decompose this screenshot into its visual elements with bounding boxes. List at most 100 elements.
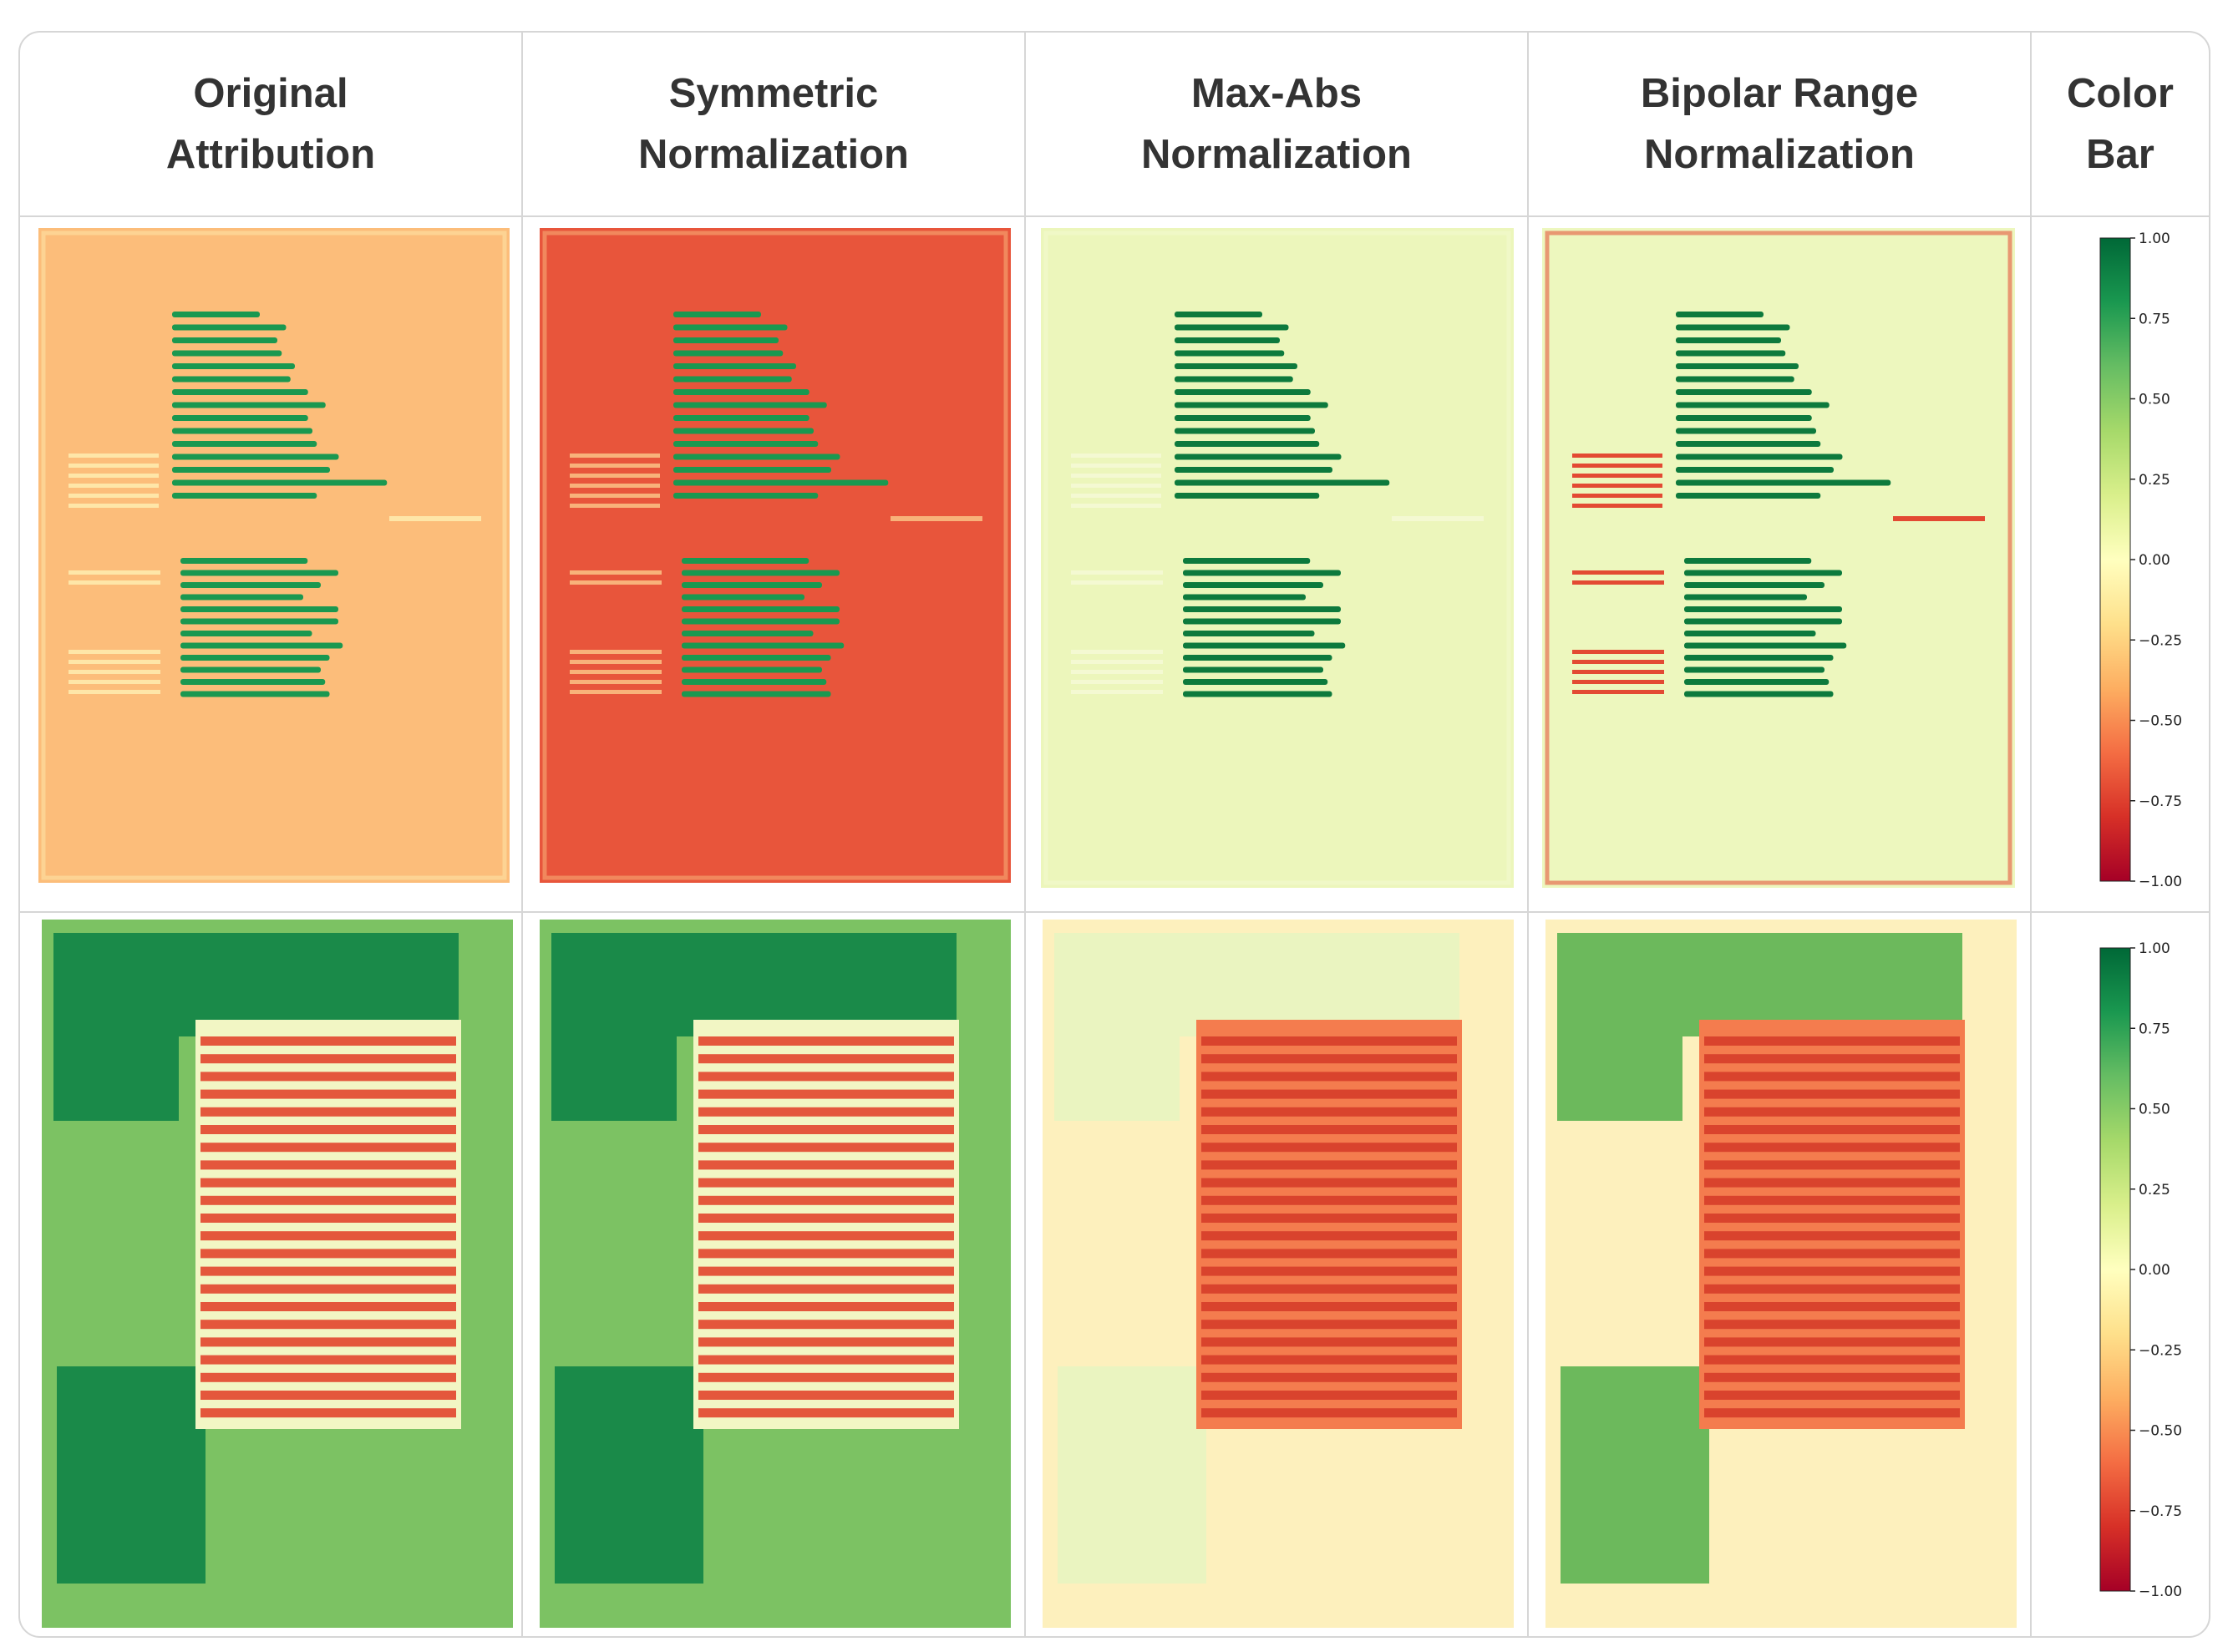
stripe: [200, 1125, 456, 1134]
stripe: [698, 1391, 954, 1400]
stripe: [200, 1107, 456, 1117]
text-line: [1684, 594, 1807, 600]
text-line: [180, 691, 330, 697]
right-text-line: [1893, 516, 1985, 521]
text-line: [172, 493, 317, 499]
text-line: [682, 655, 831, 661]
header-line: Bar: [2086, 131, 2154, 177]
text-line: [1175, 493, 1320, 499]
header-original-attribution: Original Attribution: [20, 33, 521, 215]
left-text-line: [69, 670, 160, 674]
header-symmetric-normalization: Symmetric Normalization: [523, 33, 1024, 215]
top-left-block: [1054, 933, 1180, 1121]
left-text-line: [1572, 454, 1662, 458]
stripe: [1201, 1231, 1457, 1241]
stripe: [1201, 1054, 1457, 1064]
colorbar-tick-label: −1.00: [2139, 1584, 2182, 1600]
panel-background: [38, 228, 510, 883]
stripe: [1704, 1391, 1960, 1400]
text-line: [673, 441, 819, 447]
text-line: [180, 618, 338, 625]
stripe: [1704, 1036, 1960, 1046]
stripe: [200, 1089, 456, 1099]
text-line: [682, 642, 845, 649]
text-line: [1183, 570, 1341, 576]
text-line: [1183, 679, 1328, 685]
colorbar-tick-label: −0.25: [2139, 632, 2182, 649]
page-border: [41, 231, 507, 880]
text-line: [1183, 558, 1311, 564]
left-text-line: [570, 670, 662, 674]
text-line: [180, 558, 308, 564]
text-line: [1175, 402, 1328, 408]
left-text-line: [1071, 494, 1161, 498]
text-line: [1684, 606, 1842, 612]
text-line: [682, 558, 809, 564]
stripe: [698, 1214, 954, 1223]
colorbar-gradient: [2099, 237, 2131, 882]
header-max-abs-normalization: Max-Abs Normalization: [1026, 33, 1527, 215]
top-left-block: [1557, 933, 1682, 1121]
left-text-line: [1071, 650, 1163, 654]
bottom-left-block: [1561, 1366, 1709, 1584]
colorbar-tick-label: 0.00: [2139, 1262, 2170, 1279]
left-text-line: [69, 484, 159, 488]
stripe: [1704, 1195, 1960, 1205]
stripe: [200, 1054, 456, 1064]
stripe: [1704, 1089, 1960, 1099]
stripe: [200, 1036, 456, 1046]
left-text-line: [1071, 570, 1163, 575]
stripe: [200, 1072, 456, 1082]
left-text-line: [1071, 484, 1161, 488]
stripe: [698, 1195, 954, 1205]
header-color-bar: Color Bar: [2032, 33, 2209, 215]
colorbar-tick-label: 0.50: [2139, 1102, 2170, 1118]
top-left-block: [551, 933, 677, 1121]
text-line: [180, 679, 326, 685]
colorbar-tick-label: 0.50: [2139, 392, 2170, 408]
text-line: [673, 428, 814, 434]
colorbar-tick-label: 0.75: [2139, 311, 2170, 327]
left-text-line: [1572, 660, 1664, 664]
text-line: [172, 389, 308, 395]
text-line: [682, 606, 840, 612]
stripe: [1704, 1284, 1960, 1294]
text-line: [1175, 441, 1320, 447]
stripe: [200, 1408, 456, 1418]
stripe: [200, 1178, 456, 1188]
colorbar-tick-label: −0.25: [2139, 1342, 2182, 1359]
stripe: [1201, 1302, 1457, 1311]
column-divider: [521, 33, 523, 1636]
stripe: [1704, 1072, 1960, 1082]
color-bar-row2: 1.00 0.75 0.50 0.25 0.00 −0.25 −0.50 −0.75 −1.00: [2099, 941, 2182, 1600]
left-text-line: [570, 484, 660, 488]
text-line: [180, 631, 312, 636]
stripe: [698, 1125, 954, 1134]
left-text-line: [1572, 570, 1664, 575]
text-line: [1175, 363, 1297, 369]
text-line: [673, 415, 809, 421]
header-line: Normalization: [638, 131, 909, 177]
stripe: [1201, 1125, 1457, 1134]
text-line: [1684, 582, 1825, 588]
stripe: [698, 1036, 954, 1046]
stripe: [1704, 1355, 1960, 1365]
left-text-line: [69, 650, 160, 654]
stripe: [200, 1337, 456, 1347]
right-text-line: [389, 516, 481, 521]
left-text-line: [570, 504, 660, 508]
stripe: [1201, 1355, 1457, 1365]
left-text-line: [69, 474, 159, 478]
text-line: [682, 631, 814, 636]
column-divider: [2030, 33, 2032, 1636]
left-text-line: [1572, 670, 1664, 674]
text-line: [180, 594, 303, 600]
stripe: [1201, 1284, 1457, 1294]
stripe: [1704, 1143, 1960, 1153]
text-line: [1676, 441, 1821, 447]
text-line: [1175, 312, 1262, 317]
stripe: [1201, 1320, 1457, 1330]
left-text-line: [570, 464, 660, 468]
row-divider: [20, 911, 2209, 913]
stripe: [1201, 1372, 1457, 1382]
